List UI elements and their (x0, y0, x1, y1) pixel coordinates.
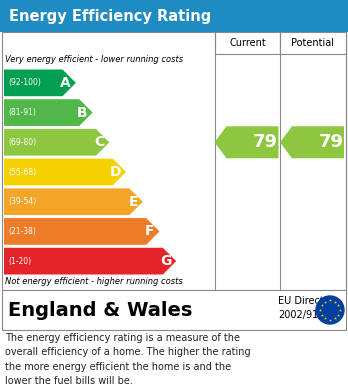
Polygon shape (4, 129, 109, 156)
Polygon shape (280, 126, 344, 158)
Bar (2, 32, 346, 290)
Polygon shape (4, 70, 76, 96)
Polygon shape (4, 188, 143, 215)
Text: (21-38): (21-38) (8, 227, 36, 236)
Text: (69-80): (69-80) (8, 138, 36, 147)
Text: G: G (160, 254, 171, 268)
Text: (55-68): (55-68) (8, 167, 36, 176)
Text: (81-91): (81-91) (8, 108, 36, 117)
Text: D: D (110, 165, 121, 179)
Bar (2, 290, 346, 330)
Text: (39-54): (39-54) (8, 197, 36, 206)
Text: A: A (60, 76, 71, 90)
Text: Very energy efficient - lower running costs: Very energy efficient - lower running co… (5, 56, 183, 65)
Text: EU Directive
2002/91/EC: EU Directive 2002/91/EC (278, 296, 338, 320)
Text: (92-100): (92-100) (8, 78, 41, 87)
Polygon shape (214, 126, 278, 158)
Text: Not energy efficient - higher running costs: Not energy efficient - higher running co… (5, 278, 183, 287)
Text: E: E (128, 195, 138, 209)
Bar (215, 32, 280, 54)
Text: 79: 79 (253, 133, 278, 151)
Polygon shape (4, 248, 176, 274)
Text: (1-20): (1-20) (8, 256, 31, 265)
Bar (0, 0, 348, 32)
Circle shape (316, 296, 344, 324)
Polygon shape (4, 159, 126, 185)
Text: F: F (145, 224, 155, 239)
Text: Current: Current (229, 38, 266, 48)
Bar (280, 32, 346, 54)
Text: Energy Efficiency Rating: Energy Efficiency Rating (9, 9, 211, 23)
Text: The energy efficiency rating is a measure of the
overall efficiency of a home. T: The energy efficiency rating is a measur… (5, 333, 251, 386)
Text: Potential: Potential (292, 38, 334, 48)
Text: 79: 79 (318, 133, 343, 151)
Text: B: B (77, 106, 88, 120)
Polygon shape (4, 99, 93, 126)
Text: England & Wales: England & Wales (8, 301, 192, 319)
Polygon shape (4, 218, 159, 245)
Text: C: C (94, 135, 104, 149)
